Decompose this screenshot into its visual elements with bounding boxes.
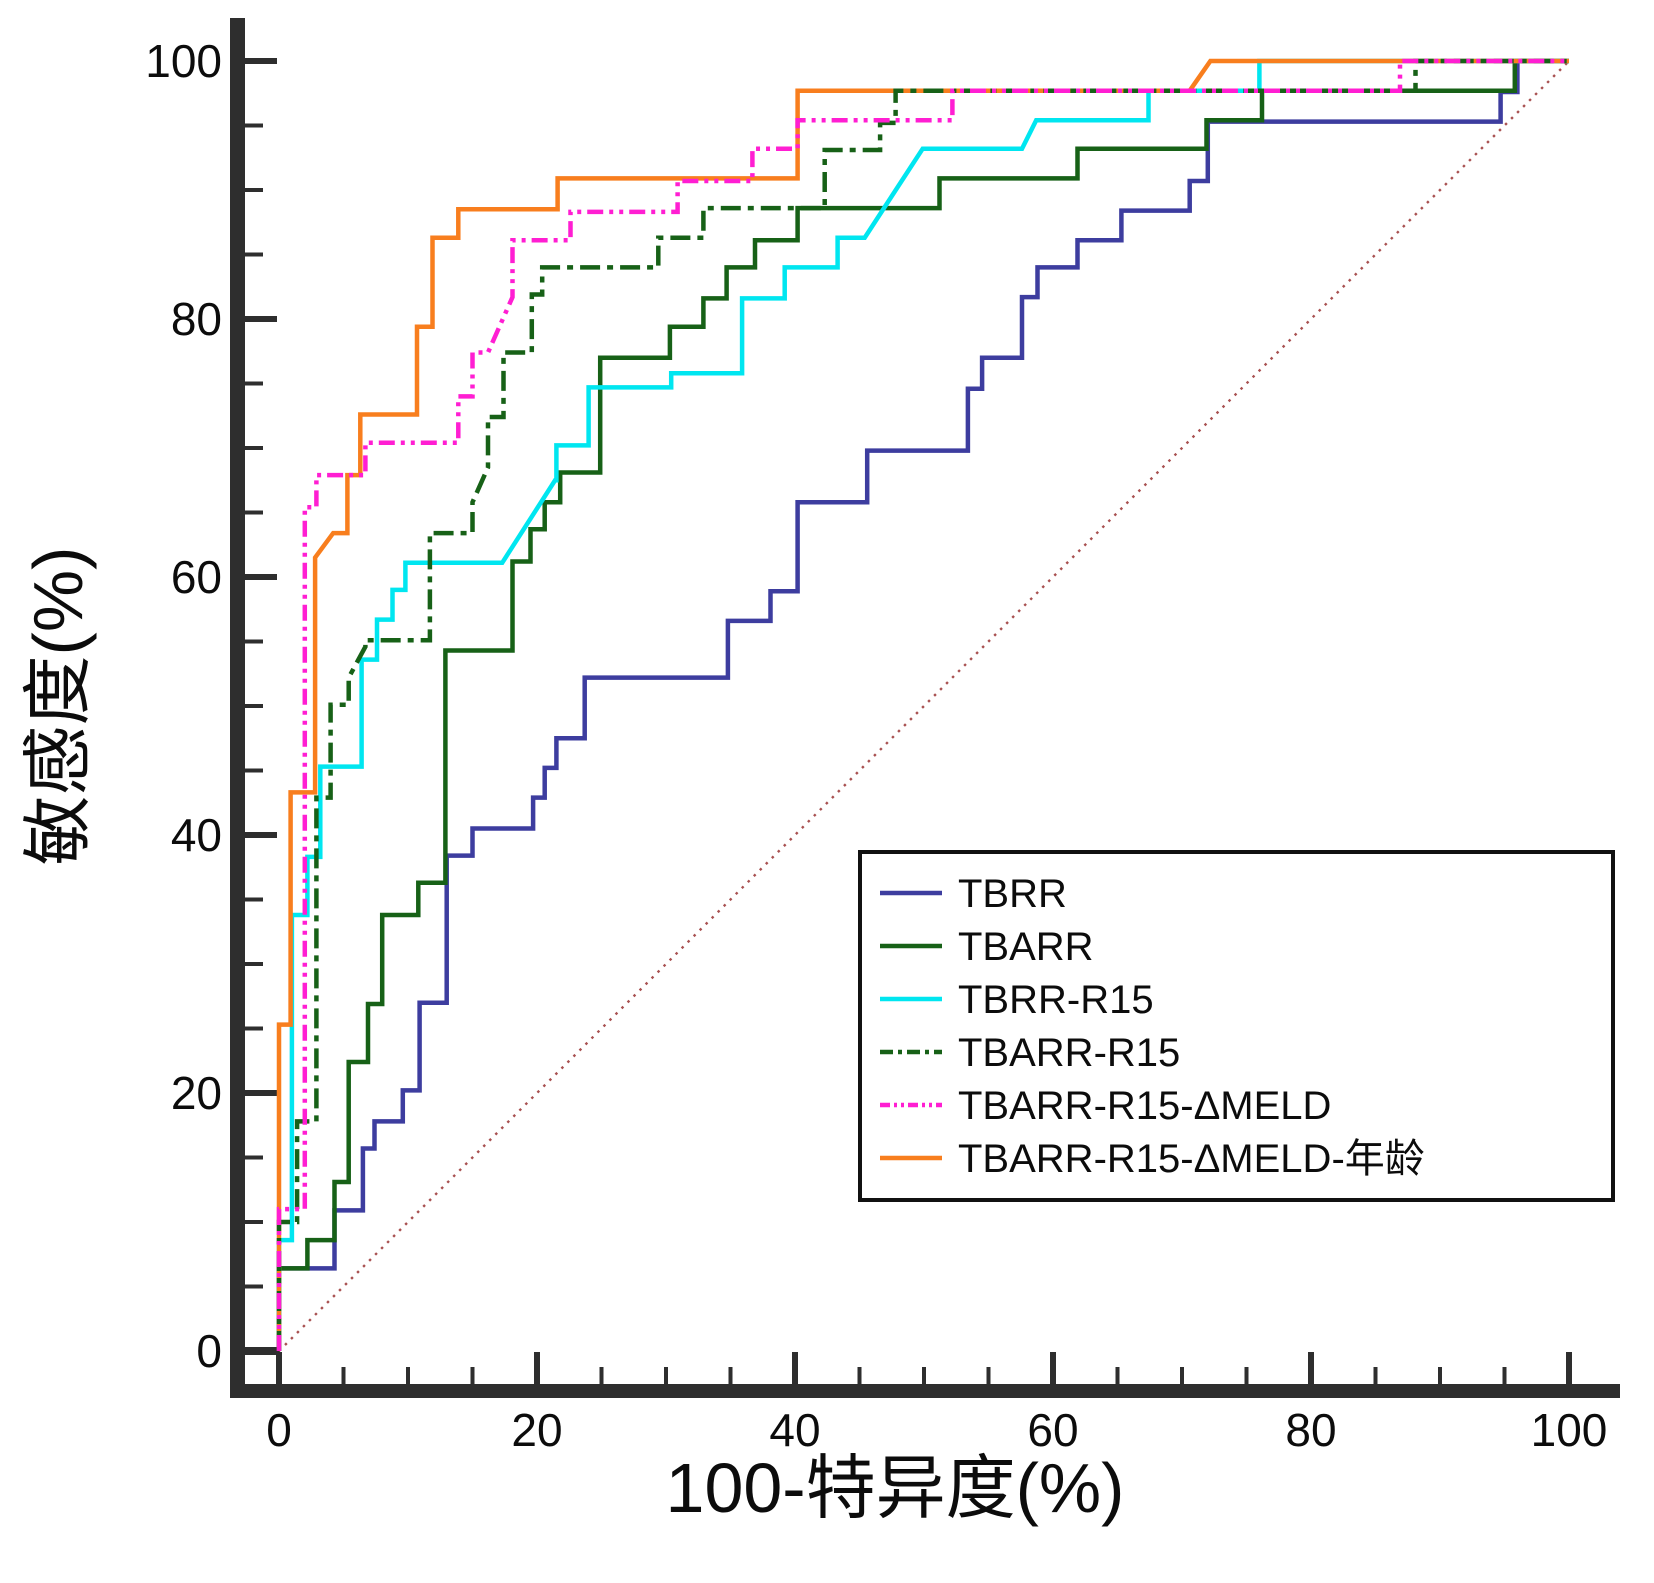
y-tick [245, 316, 277, 322]
axes: 0 20 40 60 80 100 0 20 40 60 80 100 [145, 18, 1620, 1456]
y-tick [245, 381, 263, 386]
x-tick-label: 20 [511, 1404, 562, 1456]
y-tick [245, 832, 277, 838]
roc-curve-TBARR-R15-MELD [276, 58, 1569, 1351]
legend-label: TBARR-R15-ΔMELD [958, 1084, 1331, 1128]
x-tick [1566, 1352, 1572, 1384]
curves [276, 58, 1569, 1351]
y-tick [245, 1284, 263, 1289]
legend-label: TBARR [958, 925, 1094, 969]
roc-curve-TBRR [276, 58, 1569, 1351]
x-tick-label: 80 [1285, 1404, 1336, 1456]
y-tick [245, 639, 263, 644]
y-tick [245, 897, 263, 902]
x-tick-label: 40 [769, 1404, 820, 1456]
x-tick [1050, 1352, 1056, 1384]
y-tick [245, 1155, 263, 1160]
y-tick [245, 123, 263, 128]
x-tick [1373, 1367, 1378, 1384]
legend-item: TBRR [880, 872, 1067, 916]
y-tick-label: 20 [171, 1067, 222, 1119]
roc-curve-TBARR [276, 58, 1569, 1351]
x-tick [1244, 1367, 1249, 1384]
x-tick [341, 1367, 346, 1384]
y-tick [245, 962, 263, 966]
y-tick [245, 1090, 277, 1096]
legend-item: TBARR [880, 925, 1094, 969]
y-tick-label: 40 [171, 809, 222, 861]
y-tick [245, 704, 263, 708]
x-tick [470, 1367, 475, 1384]
y-tick-label: 100 [145, 35, 222, 87]
y-axis-title: 敏感度(%) [19, 547, 97, 866]
y-tick [245, 252, 263, 257]
legend-box [858, 850, 1615, 1202]
legend-item: TBARR-R15-ΔMELD-年龄 [880, 1137, 1425, 1181]
x-tick [276, 1352, 282, 1384]
y-tick [245, 446, 263, 450]
x-tick [728, 1367, 733, 1384]
legend: TBRR TBARR TBRR-R15 TBARR-R15 TBARR-R15-ΔMEL… [858, 850, 1615, 1202]
y-tick-label: 60 [171, 551, 222, 603]
x-axis-spine [230, 1384, 1620, 1398]
legend-label: TBARR-R15-ΔMELD-年龄 [958, 1137, 1425, 1181]
y-tick [232, 1347, 280, 1355]
x-tick [1438, 1367, 1442, 1384]
y-tick-label: 80 [171, 293, 222, 345]
x-tick-label: 100 [1531, 1404, 1608, 1456]
roc-curve-TBARR-R15 [276, 58, 1569, 1351]
y-tick [245, 1026, 263, 1031]
x-tick [1308, 1352, 1314, 1384]
y-tick [245, 510, 263, 515]
legend-label: TBARR-R15 [958, 1031, 1180, 1075]
x-axis-title: 100-特异度(%) [666, 1449, 1125, 1527]
x-tick-label: 0 [266, 1404, 292, 1456]
y-tick-label: 0 [196, 1325, 222, 1377]
x-tick [857, 1367, 862, 1384]
x-tick [534, 1352, 540, 1384]
x-tick [599, 1367, 604, 1384]
legend-label: TBRR-R15 [958, 978, 1154, 1022]
x-tick [664, 1367, 668, 1384]
legend-item: TBRR-R15 [880, 978, 1154, 1022]
y-tick [245, 574, 277, 580]
x-tick [1502, 1367, 1507, 1384]
y-tick [245, 58, 277, 64]
x-tick [986, 1367, 991, 1384]
x-tick [1115, 1367, 1120, 1384]
legend-label: TBRR [958, 872, 1067, 916]
x-tick [922, 1367, 926, 1384]
x-tick-label: 60 [1027, 1404, 1078, 1456]
x-tick [406, 1367, 410, 1384]
roc-curve-TBRR-R15 [276, 58, 1569, 1351]
y-tick [245, 1220, 263, 1224]
legend-item: TBARR-R15 [880, 1031, 1180, 1075]
roc-curve-TBARR-R15-MELD- [276, 58, 1569, 1351]
y-tick [245, 768, 263, 773]
x-tick [792, 1352, 798, 1384]
y-tick [245, 188, 263, 192]
legend-item: TBARR-R15-ΔMELD [880, 1084, 1331, 1128]
x-tick [1180, 1367, 1184, 1384]
y-axis-spine [230, 18, 245, 1398]
